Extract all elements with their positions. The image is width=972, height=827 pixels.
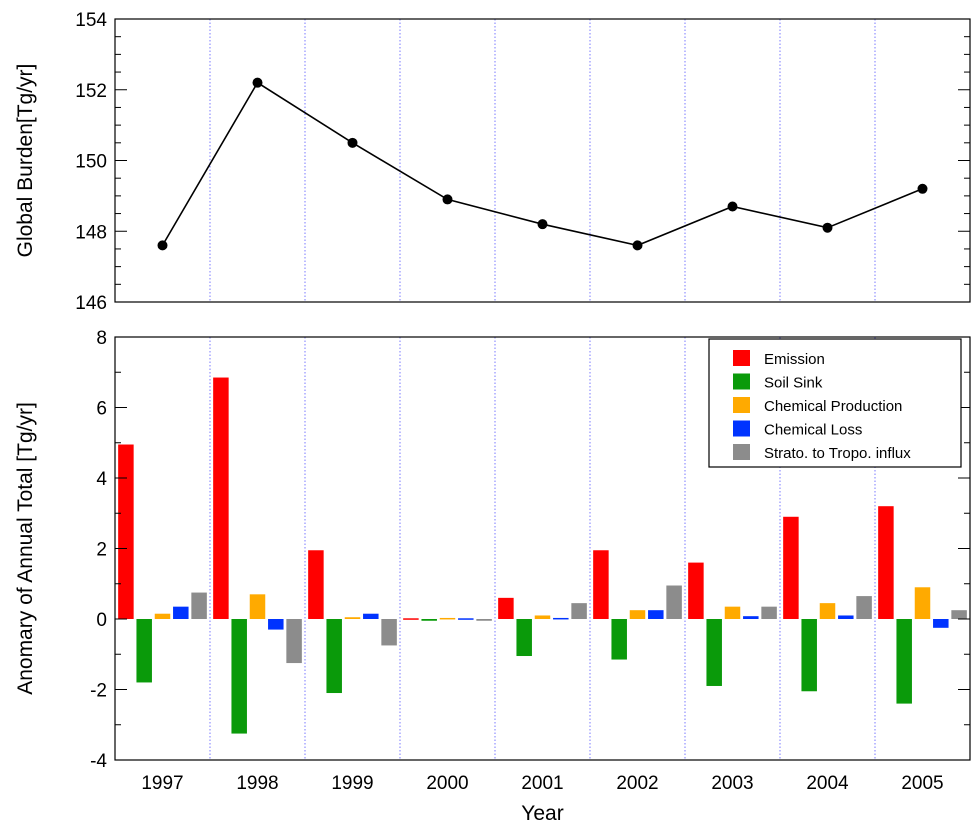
x-tick-label: 2003 <box>711 773 753 794</box>
y-tick-label: 146 <box>75 293 107 314</box>
bar-chemical-production <box>914 587 931 619</box>
bar-emission <box>498 597 514 619</box>
burden-data-point <box>917 183 928 194</box>
bar-emission <box>593 550 609 619</box>
y-tick-label: 2 <box>96 540 107 561</box>
bar-emission <box>213 377 229 619</box>
bar-soil-sink <box>231 619 247 734</box>
legend-box <box>708 338 962 468</box>
bar-chemical-loss <box>268 619 284 630</box>
bar-emission <box>403 618 419 620</box>
bar-chemical-loss <box>458 618 474 620</box>
bar-strato-to-tropo-influx <box>191 592 207 619</box>
bar-strato-to-tropo-influx <box>381 619 397 646</box>
y-axis-title: Global Burden[Tg/yr] <box>14 64 37 258</box>
y-tick-label: 148 <box>75 222 107 243</box>
x-tick-label: 1998 <box>236 773 278 794</box>
bar-chemical-production <box>439 617 456 620</box>
bar-chemical-loss <box>173 606 189 619</box>
bar-chemical-loss <box>648 610 664 619</box>
burden-data-point <box>727 201 738 212</box>
bar-soil-sink <box>421 619 437 621</box>
bar-soil-sink <box>136 619 152 683</box>
bar-chemical-production <box>629 610 646 619</box>
bar-strato-to-tropo-influx <box>476 619 492 621</box>
bar-strato-to-tropo-influx <box>666 585 682 619</box>
bar-chemical-loss <box>363 613 379 619</box>
x-tick-label: 2001 <box>521 773 563 794</box>
x-tick-label: 1999 <box>331 773 373 794</box>
burden-data-point <box>442 194 453 205</box>
bar-chemical-production <box>724 606 741 619</box>
x-axis-title: Year <box>521 802 563 825</box>
bar-emission <box>118 444 134 619</box>
y-tick-label: -4 <box>90 751 107 772</box>
bar-soil-sink <box>896 619 912 704</box>
legend-label: Emission <box>764 351 825 368</box>
burden-data-point <box>822 222 833 233</box>
bar-chemical-production <box>819 603 836 619</box>
burden-data-point <box>157 240 168 251</box>
bar-chemical-loss <box>553 617 569 620</box>
bar-emission <box>878 506 894 619</box>
x-tick-label: 2000 <box>426 773 468 794</box>
y-tick-label: 8 <box>96 328 107 349</box>
top-panel-burden-line-chart: 146 148 150 152 154 Global Burden[Tg/yr] <box>14 10 971 314</box>
legend-label: Strato. to Tropo. influx <box>764 445 911 462</box>
legend-swatch <box>733 444 750 460</box>
bar-strato-to-tropo-influx <box>856 596 872 619</box>
bar-soil-sink <box>706 619 722 686</box>
bar-chemical-loss <box>743 616 759 619</box>
bar-chemical-production <box>154 613 171 619</box>
bar-strato-to-tropo-influx <box>571 603 587 619</box>
burden-data-point <box>632 240 643 251</box>
x-tick-label: 2002 <box>616 773 658 794</box>
y-axis-title: Anomary of Annual Total [Tg/yr] <box>14 402 37 695</box>
bar-emission <box>688 562 704 619</box>
bar-strato-to-tropo-influx <box>286 619 302 664</box>
bar-chemical-production <box>344 617 361 619</box>
y-tick-label: 154 <box>75 10 107 31</box>
bottom-panel-anomaly-bar-chart: -4 -2 0 2 4 6 8 Anomary of Annual Total [Tg/yr]… <box>14 328 971 825</box>
bar-soil-sink <box>326 619 342 694</box>
y-tick-label: 150 <box>75 152 107 173</box>
legend-label: Soil Sink <box>764 375 823 392</box>
bar-soil-sink <box>516 619 532 657</box>
legend-swatch <box>733 397 750 413</box>
legend-label: Chemical Loss <box>764 422 862 439</box>
bar-emission <box>308 550 324 619</box>
legend-label: Chemical Production <box>764 398 902 415</box>
bar-soil-sink <box>801 619 817 692</box>
bar-emission <box>783 516 799 619</box>
burden-data-point <box>347 137 358 148</box>
bar-chemical-loss <box>838 615 854 619</box>
bar-strato-to-tropo-influx <box>761 606 777 619</box>
bar-chemical-production <box>534 615 551 619</box>
x-tick-label: 2005 <box>901 773 943 794</box>
bar-chemical-production <box>249 594 266 619</box>
x-tick-label: 1997 <box>141 773 183 794</box>
y-tick-label: -2 <box>90 681 107 702</box>
y-tick-label: 6 <box>96 399 107 420</box>
legend: Emission Soil Sink Chemical Production Chem… <box>708 338 962 468</box>
bar-soil-sink <box>611 619 627 660</box>
legend-swatch <box>733 420 750 437</box>
y-tick-label: 0 <box>96 610 107 631</box>
burden-data-point <box>537 219 548 230</box>
y-tick-label: 4 <box>96 469 107 490</box>
plot-frame <box>114 18 971 303</box>
x-tick-label: 2004 <box>806 773 849 794</box>
burden-data-point <box>252 77 263 88</box>
bar-chemical-loss <box>933 619 949 628</box>
y-tick-label: 152 <box>75 81 107 102</box>
legend-swatch <box>733 350 750 366</box>
bar-strato-to-tropo-influx <box>951 610 967 619</box>
legend-swatch <box>733 373 750 390</box>
